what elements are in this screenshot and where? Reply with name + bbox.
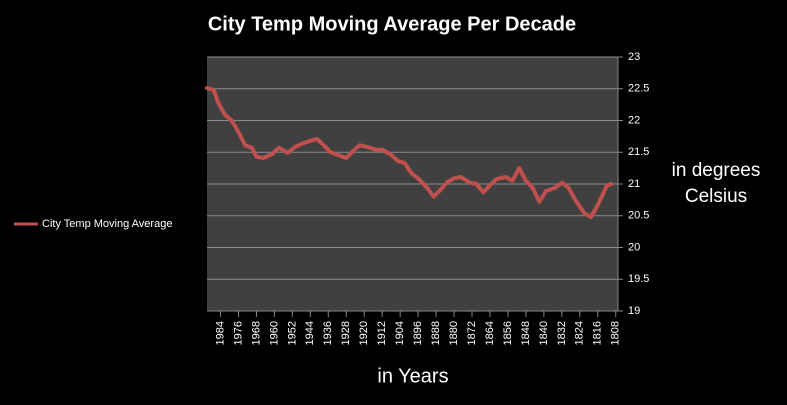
x-tick-label: 1832: [556, 321, 568, 345]
x-tick-label: 1864: [484, 321, 496, 345]
x-tick-label: 1880: [448, 321, 460, 345]
y-tick-label: 23: [628, 51, 640, 63]
x-tick-label: 1944: [304, 321, 316, 345]
y-tick-label: 21.5: [628, 146, 649, 158]
x-tick-label: 1848: [520, 321, 532, 345]
y-tick-label: 22.5: [628, 83, 649, 95]
legend-label: City Temp Moving Average: [42, 218, 172, 230]
chart-title: City Temp Moving Average Per Decade: [208, 13, 576, 35]
data-line: [205, 86, 614, 219]
y-axis-label: in degrees Celsius: [671, 160, 761, 207]
y-tick-label: 21: [628, 178, 640, 190]
x-tick-label: 1968: [250, 321, 262, 345]
x-axis-label: in Years: [377, 365, 448, 387]
x-tick-label: 1856: [502, 321, 514, 345]
x-tick-label: 1912: [376, 321, 388, 345]
y-tick-label: 19: [628, 305, 640, 317]
x-tick-label: 1840: [538, 321, 550, 345]
y-tick-label: 22: [628, 114, 640, 126]
x-tick-label: 1904: [394, 321, 406, 345]
x-tick-label: 1888: [430, 321, 442, 345]
x-tick-label: 1984: [214, 321, 226, 345]
x-tick-label: 1920: [358, 321, 370, 345]
y-tick-label: 19.5: [628, 273, 649, 285]
x-tick-label: 1896: [412, 321, 424, 345]
x-tick-label: 1928: [340, 321, 352, 345]
x-tick-label: 1952: [286, 321, 298, 345]
x-tick-label: 1816: [592, 321, 604, 345]
y-tick-label: 20: [628, 241, 640, 253]
x-tick-label: 1872: [466, 321, 478, 345]
x-tick-label: 1976: [232, 321, 244, 345]
x-tick-label: 1824: [574, 321, 586, 345]
y-tick-label: 20.5: [628, 210, 649, 222]
x-tick-label: 1960: [268, 321, 280, 345]
x-tick-label: 1808: [610, 321, 622, 345]
x-tick-label: 1936: [322, 321, 334, 345]
